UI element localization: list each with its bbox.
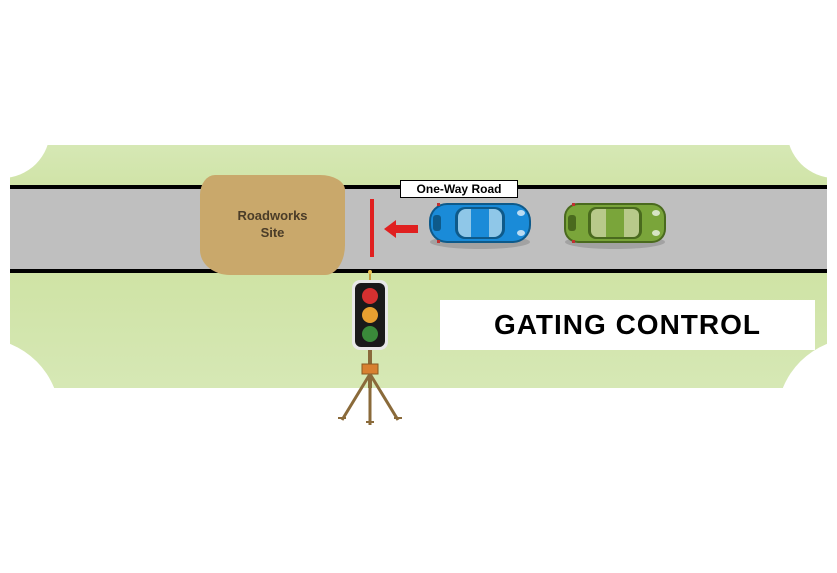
diagram-title: GATING CONTROL (440, 300, 815, 350)
car-green (560, 197, 670, 252)
roadworks-site: RoadworksSite (200, 175, 345, 275)
stop-line (370, 199, 374, 257)
roadworks-label: RoadworksSite (237, 208, 307, 242)
one-way-road-label: One-Way Road (400, 180, 518, 198)
traffic-light-icon (330, 270, 410, 430)
car-blue (425, 197, 535, 252)
road (10, 185, 827, 273)
direction-arrow-icon (384, 220, 418, 238)
gating-control-diagram: RoadworksSite One-Way Road (10, 145, 827, 415)
